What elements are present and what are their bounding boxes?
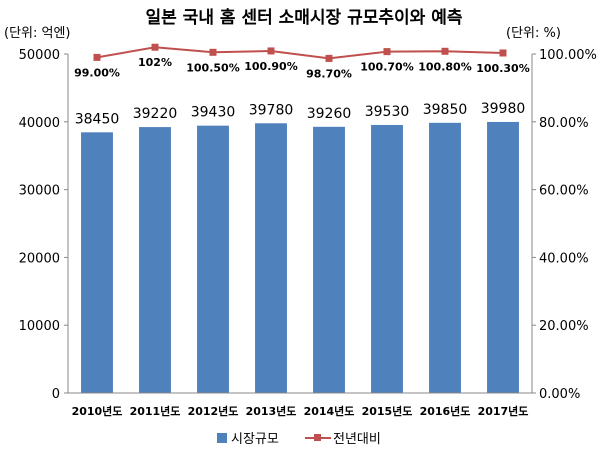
line-point — [93, 53, 101, 61]
bar — [139, 127, 171, 393]
line-point — [325, 54, 333, 62]
bar — [487, 121, 519, 393]
right-tick-label: 60.00% — [539, 184, 589, 199]
legend-bar-swatch — [217, 433, 227, 443]
bar — [313, 126, 345, 393]
bar — [255, 123, 287, 394]
category-label: 2016년도 — [420, 404, 471, 418]
legend-line-marker — [314, 434, 321, 441]
line-point — [209, 48, 217, 56]
line-series — [93, 43, 507, 62]
bar-value-label: 39850 — [423, 102, 468, 118]
line-point — [441, 47, 449, 55]
category-label: 2015년도 — [362, 404, 413, 418]
line-value-label: 102% — [138, 56, 172, 69]
bar-value-label: 39980 — [481, 101, 526, 117]
right-tick-label: 0.00% — [539, 387, 580, 402]
left-tick-label: 20000 — [19, 251, 60, 266]
bar — [429, 122, 461, 393]
left-tick-label: 40000 — [19, 116, 60, 131]
line-value-label: 100.80% — [418, 60, 471, 73]
bar-data-labels: 38450 39220 39430 39780 39260 39530 39850 39980 — [75, 101, 526, 127]
left-axis-ticks: 0 10000 20000 30000 40000 50000 — [19, 48, 68, 402]
category-label: 2017년도 — [478, 404, 529, 418]
line-value-label: 100.90% — [244, 60, 297, 73]
bar-value-label: 39780 — [249, 102, 294, 118]
line-point — [267, 47, 275, 55]
category-label: 2012년도 — [188, 404, 239, 418]
line-point — [151, 43, 159, 51]
chart-title: 일본 국내 홈 센터 소매시장 규모추이와 예측 — [145, 7, 462, 28]
line-point — [499, 49, 507, 57]
left-tick-label: 30000 — [19, 184, 60, 199]
line-value-label: 100.30% — [476, 62, 529, 75]
legend-line-label: 전년대비 — [333, 432, 381, 447]
bar-value-label: 39530 — [365, 104, 410, 120]
right-tick-label: 20.00% — [539, 319, 589, 334]
line-path — [96, 46, 504, 60]
line-value-label: 98.70% — [306, 67, 352, 80]
category-label: 2010년도 — [72, 404, 123, 418]
bar-value-label: 39220 — [133, 106, 178, 122]
right-axis-ticks: 0.00% 20.00% 40.00% 60.00% 80.00% 100.00% — [532, 48, 597, 402]
bar — [371, 124, 403, 393]
line-data-labels: 99.00% 102% 100.50% 100.90% 98.70% 100.70% 100… — [74, 56, 530, 80]
right-axis-unit-label: (단위: %) — [506, 26, 561, 41]
legend-bar-label: 시장규모 — [231, 432, 279, 447]
left-tick-label: 50000 — [19, 48, 60, 63]
left-tick-label: 10000 — [19, 319, 60, 334]
axes — [67, 54, 533, 394]
category-label: 2014년도 — [304, 404, 355, 418]
line-value-label: 100.50% — [186, 61, 239, 74]
right-tick-label: 100.00% — [539, 48, 597, 63]
right-tick-label: 80.00% — [539, 116, 589, 131]
line-value-label: 100.70% — [360, 61, 413, 74]
category-labels: 2010년도 2011년도 2012년도 2013년도 2014년도 2015년도 2016… — [72, 404, 529, 418]
bar-value-label: 39260 — [307, 106, 352, 122]
bar — [81, 132, 113, 393]
bar — [197, 125, 229, 393]
legend: 시장규모 전년대비 — [217, 432, 381, 447]
category-label: 2011년도 — [130, 404, 181, 418]
category-label: 2013년도 — [246, 404, 297, 418]
left-tick-label: 0 — [52, 387, 60, 402]
left-axis-unit-label: (단위: 억엔) — [4, 26, 71, 41]
bar-value-label: 38450 — [75, 111, 120, 127]
line-point — [383, 48, 391, 56]
bar-value-label: 39430 — [191, 105, 236, 121]
bar-series — [81, 121, 519, 394]
right-tick-label: 40.00% — [539, 251, 589, 266]
line-value-label: 99.00% — [74, 66, 120, 79]
